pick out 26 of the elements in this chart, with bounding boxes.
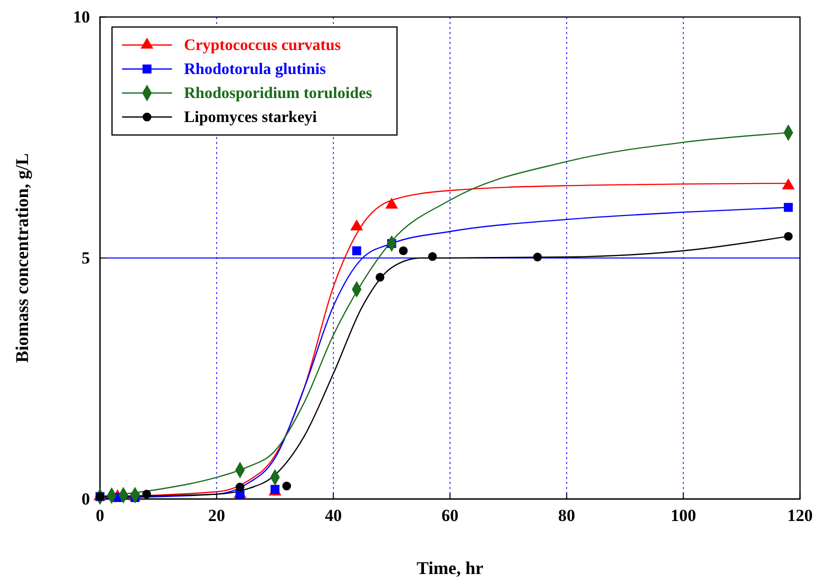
y-axis-title: Biomass concentration, g/L: [12, 153, 32, 363]
y-tick-label: 5: [82, 248, 90, 268]
x-tick-label: 60: [442, 506, 458, 526]
point: [142, 490, 152, 499]
point: [282, 482, 292, 490]
point: [398, 246, 408, 256]
y-tick-label: 0: [82, 489, 90, 508]
point: [428, 252, 437, 261]
x-tick-label: 120: [787, 506, 813, 526]
legend-label: Cryptococcus curvatus: [184, 37, 341, 54]
point: [236, 482, 244, 492]
x-tick-label: 100: [670, 506, 696, 526]
point: [376, 272, 384, 282]
x-tick-label: 20: [208, 506, 226, 526]
x-tick-label: 80: [558, 506, 576, 526]
x-tick-label: 0: [96, 506, 104, 526]
y-tick-label: 10: [73, 7, 90, 26]
point: [784, 202, 793, 212]
point: [784, 232, 793, 241]
legend-label: Rhodosporidium toruloides: [184, 85, 372, 102]
point: [352, 246, 362, 256]
x-tick-label: 40: [324, 506, 342, 526]
legend-label: Lipomyces starkeyi: [184, 109, 318, 126]
x-axis-title: Time, hr: [416, 558, 484, 578]
legend-label: Rhodotorula glutinis: [184, 61, 326, 78]
point: [533, 252, 542, 262]
